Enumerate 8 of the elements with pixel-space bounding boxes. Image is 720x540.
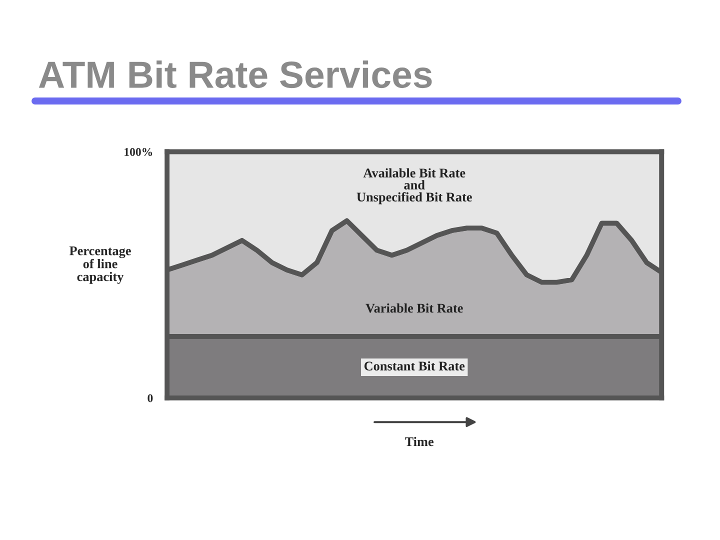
series-label: Available Bit Rate and Unspecified Bit Rate: [356, 168, 472, 204]
y-tick-label: 100%: [124, 148, 152, 156]
series-label: Variable Bit Rate: [366, 303, 463, 313]
x-axis-title: Time: [404, 436, 434, 446]
y-tick-label: 0: [148, 394, 153, 402]
y-axis-title: Percentage of line capacity: [69, 246, 131, 284]
series-label: Constant Bit Rate: [364, 361, 465, 371]
chart-title: ATM Bit Rate Services: [38, 60, 432, 88]
